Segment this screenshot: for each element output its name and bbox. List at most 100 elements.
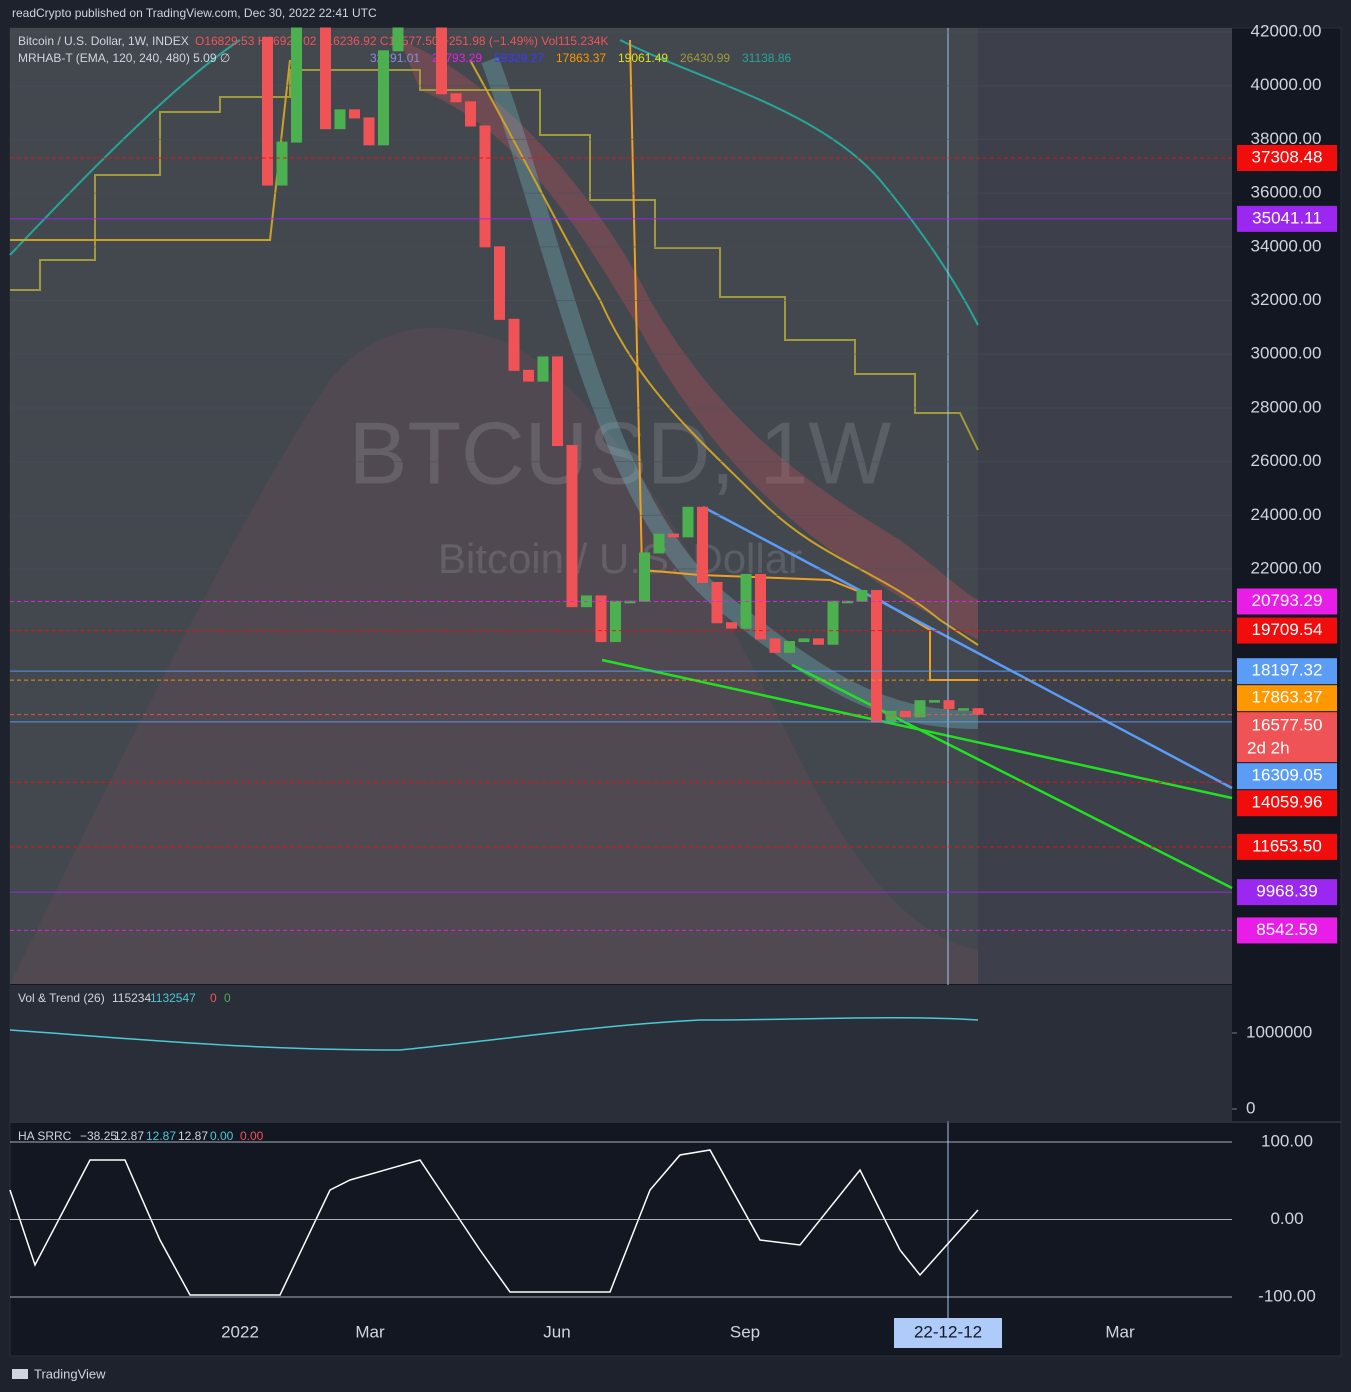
price-tick-label: 24000.00 xyxy=(1251,505,1322,524)
volume-tick-label: 0 xyxy=(1246,1098,1255,1117)
indicator-value: 32291.01 xyxy=(370,51,420,65)
price-tick-label: 30000.00 xyxy=(1251,344,1322,363)
cloud-band xyxy=(10,28,978,984)
candle xyxy=(769,638,781,653)
osc-value: 12.87 xyxy=(178,1129,208,1143)
price-tick-label: 40000.00 xyxy=(1251,75,1322,94)
candle xyxy=(711,581,723,624)
candle xyxy=(856,590,868,602)
osc-tick-label: 0.00 xyxy=(1270,1209,1303,1228)
candle xyxy=(885,710,897,723)
candle xyxy=(726,622,737,629)
price-tag xyxy=(1237,617,1337,644)
osc-tick-label: 100.00 xyxy=(1261,1131,1313,1150)
price-tag xyxy=(1237,658,1337,685)
price-tick-label: 42000.00 xyxy=(1251,21,1322,40)
candle xyxy=(842,600,853,604)
price-tag xyxy=(1237,917,1337,944)
candle xyxy=(900,710,911,718)
osc-line xyxy=(9,1149,979,1296)
watermark-symbol: BTCUSD, 1W xyxy=(349,403,892,502)
indicator-value: 59329.27 xyxy=(494,51,544,65)
osc-value: 12.87 xyxy=(114,1129,144,1143)
price-tick-label: 32000.00 xyxy=(1251,290,1322,309)
price-tick-label: 22000.00 xyxy=(1251,559,1322,578)
candle xyxy=(262,36,273,186)
candle xyxy=(668,533,679,538)
candle xyxy=(958,708,969,711)
price-tag-label: 16577.50 xyxy=(1252,716,1323,735)
ema-line xyxy=(10,59,979,646)
price-tag-label: 37308.48 xyxy=(1252,147,1323,166)
vol-value: 115234 xyxy=(112,991,151,1005)
osc-title: HA SRRC xyxy=(18,1129,72,1143)
candle xyxy=(363,117,375,146)
candle xyxy=(436,27,447,95)
price-tag-countdown: 2d 2h xyxy=(1247,739,1290,758)
shade xyxy=(10,328,978,985)
publisher: readCrypto published on TradingView.com,… xyxy=(12,6,377,20)
price-tick-label: 28000.00 xyxy=(1251,397,1322,416)
candle xyxy=(276,141,288,186)
price-tag xyxy=(1237,763,1337,790)
time-label: Mar xyxy=(355,1322,385,1341)
vol-value: 0 xyxy=(210,991,217,1005)
price-tick-label: 26000.00 xyxy=(1251,451,1322,470)
candle xyxy=(450,93,462,103)
vol-value: 1132547 xyxy=(150,991,196,1005)
osc-value: −38.25 xyxy=(80,1129,117,1143)
candle xyxy=(508,318,520,371)
volume-pane xyxy=(10,985,1232,1121)
trend-line xyxy=(702,505,1233,790)
legend-indicator: MRHAB-T (EMA, 120, 240, 480) 5.09 ∅ xyxy=(18,51,230,65)
ma-line xyxy=(619,39,979,326)
price-tag xyxy=(1237,685,1337,712)
trend-line xyxy=(791,663,1233,890)
candle xyxy=(334,109,346,130)
candle xyxy=(392,27,404,52)
price-tag xyxy=(1237,879,1337,906)
price-tick-label: 34000.00 xyxy=(1251,236,1322,255)
price-tag-label: 16309.05 xyxy=(1252,766,1323,785)
candle xyxy=(349,109,360,119)
time-cursor-box xyxy=(894,1318,1002,1348)
price-tag xyxy=(1237,833,1337,860)
step-line xyxy=(10,69,979,451)
candle xyxy=(653,533,665,554)
candle xyxy=(798,638,810,643)
candle xyxy=(523,369,534,382)
candle xyxy=(813,638,824,645)
price-tag xyxy=(1237,588,1337,615)
price-tag-label: 8542.59 xyxy=(1256,920,1317,939)
price-tag-label: 19709.54 xyxy=(1252,620,1323,639)
footer-brand: TradingView xyxy=(34,1366,106,1381)
candle xyxy=(610,600,621,643)
candle xyxy=(784,641,795,653)
price-tag xyxy=(1237,205,1337,232)
vol-value: 0 xyxy=(224,991,231,1005)
indicator-value: 19061.49 xyxy=(618,51,668,65)
price-tag-label: 35041.11 xyxy=(1252,208,1322,227)
price-tick-label: 36000.00 xyxy=(1251,183,1322,202)
osc-tick-label: -100.00 xyxy=(1258,1286,1316,1305)
indicator-values: 32291.01 20793.29 59329.27 17863.37 19061.49… xyxy=(370,51,791,65)
time-label: 2022 xyxy=(221,1322,259,1341)
candle xyxy=(697,506,708,583)
candle xyxy=(552,356,563,447)
candle xyxy=(943,700,955,710)
candle xyxy=(972,708,984,715)
candle xyxy=(465,101,476,127)
price-tick-label: 38000.00 xyxy=(1251,129,1322,148)
candle xyxy=(291,27,302,143)
price-tag-label: 17863.37 xyxy=(1252,688,1323,707)
legend-symbol: Bitcoin / U.S. Dollar, 1W, INDEX xyxy=(18,34,189,48)
candle xyxy=(595,595,607,643)
time-label: Sep xyxy=(730,1322,760,1341)
brand-logo xyxy=(12,1369,28,1379)
price-tag xyxy=(1237,790,1337,817)
price-tag-label: 18197.32 xyxy=(1252,661,1323,680)
price-tag-label: 9968.39 xyxy=(1256,882,1317,901)
